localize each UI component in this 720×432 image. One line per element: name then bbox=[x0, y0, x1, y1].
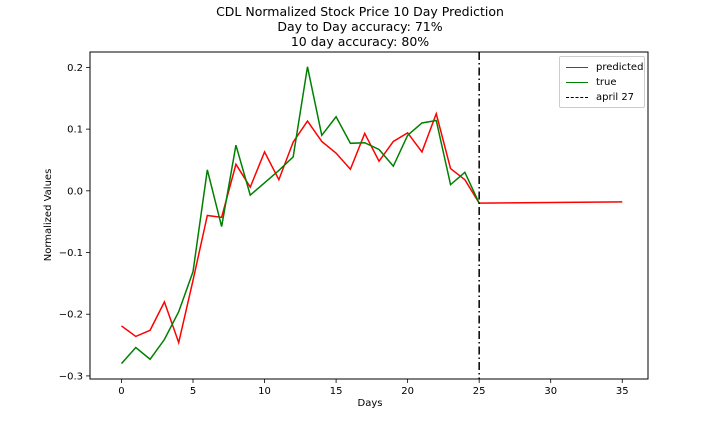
y-tick-label: 0.0 bbox=[67, 186, 83, 197]
legend-label-vline: april 27 bbox=[596, 91, 635, 103]
x-tick-label: 15 bbox=[330, 386, 343, 397]
y-tick-label: −0.3 bbox=[59, 371, 83, 382]
y-tick-label: −0.2 bbox=[59, 310, 83, 321]
legend-item-vline: april 27 bbox=[566, 90, 634, 104]
x-tick-label: 25 bbox=[473, 386, 486, 397]
legend: predicted true april 27 bbox=[559, 56, 645, 108]
chart-title-line-3: 10 day accuracy: 80% bbox=[290, 34, 430, 49]
y-tick-label: 0.2 bbox=[67, 63, 83, 74]
plot-area-frame bbox=[89, 51, 649, 380]
series-line-true bbox=[120, 66, 480, 365]
y-tick-label: −0.1 bbox=[59, 248, 83, 259]
legend-item-predicted: predicted bbox=[566, 60, 643, 74]
chart-marks bbox=[120, 52, 623, 379]
x-tick-label: 35 bbox=[616, 386, 629, 397]
x-tick-label: 20 bbox=[401, 386, 414, 397]
x-axis-label: Days bbox=[357, 398, 383, 409]
x-tick-label: 0 bbox=[118, 386, 124, 397]
y-axis-label: Normalized Values bbox=[43, 168, 54, 262]
y-axis-ticks: −0.3 −0.2 −0.1 0.0 0.1 0.2 bbox=[59, 63, 90, 382]
y-tick-label: 0.1 bbox=[67, 125, 83, 136]
legend-swatch-predicted bbox=[566, 66, 588, 68]
x-tick-label: 5 bbox=[190, 386, 196, 397]
legend-item-true: true bbox=[566, 75, 617, 89]
chart-title-line-1: CDL Normalized Stock Price 10 Day Predic… bbox=[216, 4, 504, 19]
chart-title-line-2: Day to Day accuracy: 71% bbox=[277, 19, 443, 34]
series-line-predicted bbox=[121, 111, 623, 346]
x-tick-label: 10 bbox=[258, 386, 271, 397]
legend-swatch-true bbox=[566, 81, 588, 83]
x-tick-label: 30 bbox=[544, 386, 557, 397]
legend-swatch-vline bbox=[566, 96, 588, 98]
x-axis-ticks: 0 5 10 15 20 25 30 35 bbox=[118, 379, 629, 397]
legend-label-true: true bbox=[596, 76, 617, 88]
legend-label-predicted: predicted bbox=[596, 61, 644, 73]
